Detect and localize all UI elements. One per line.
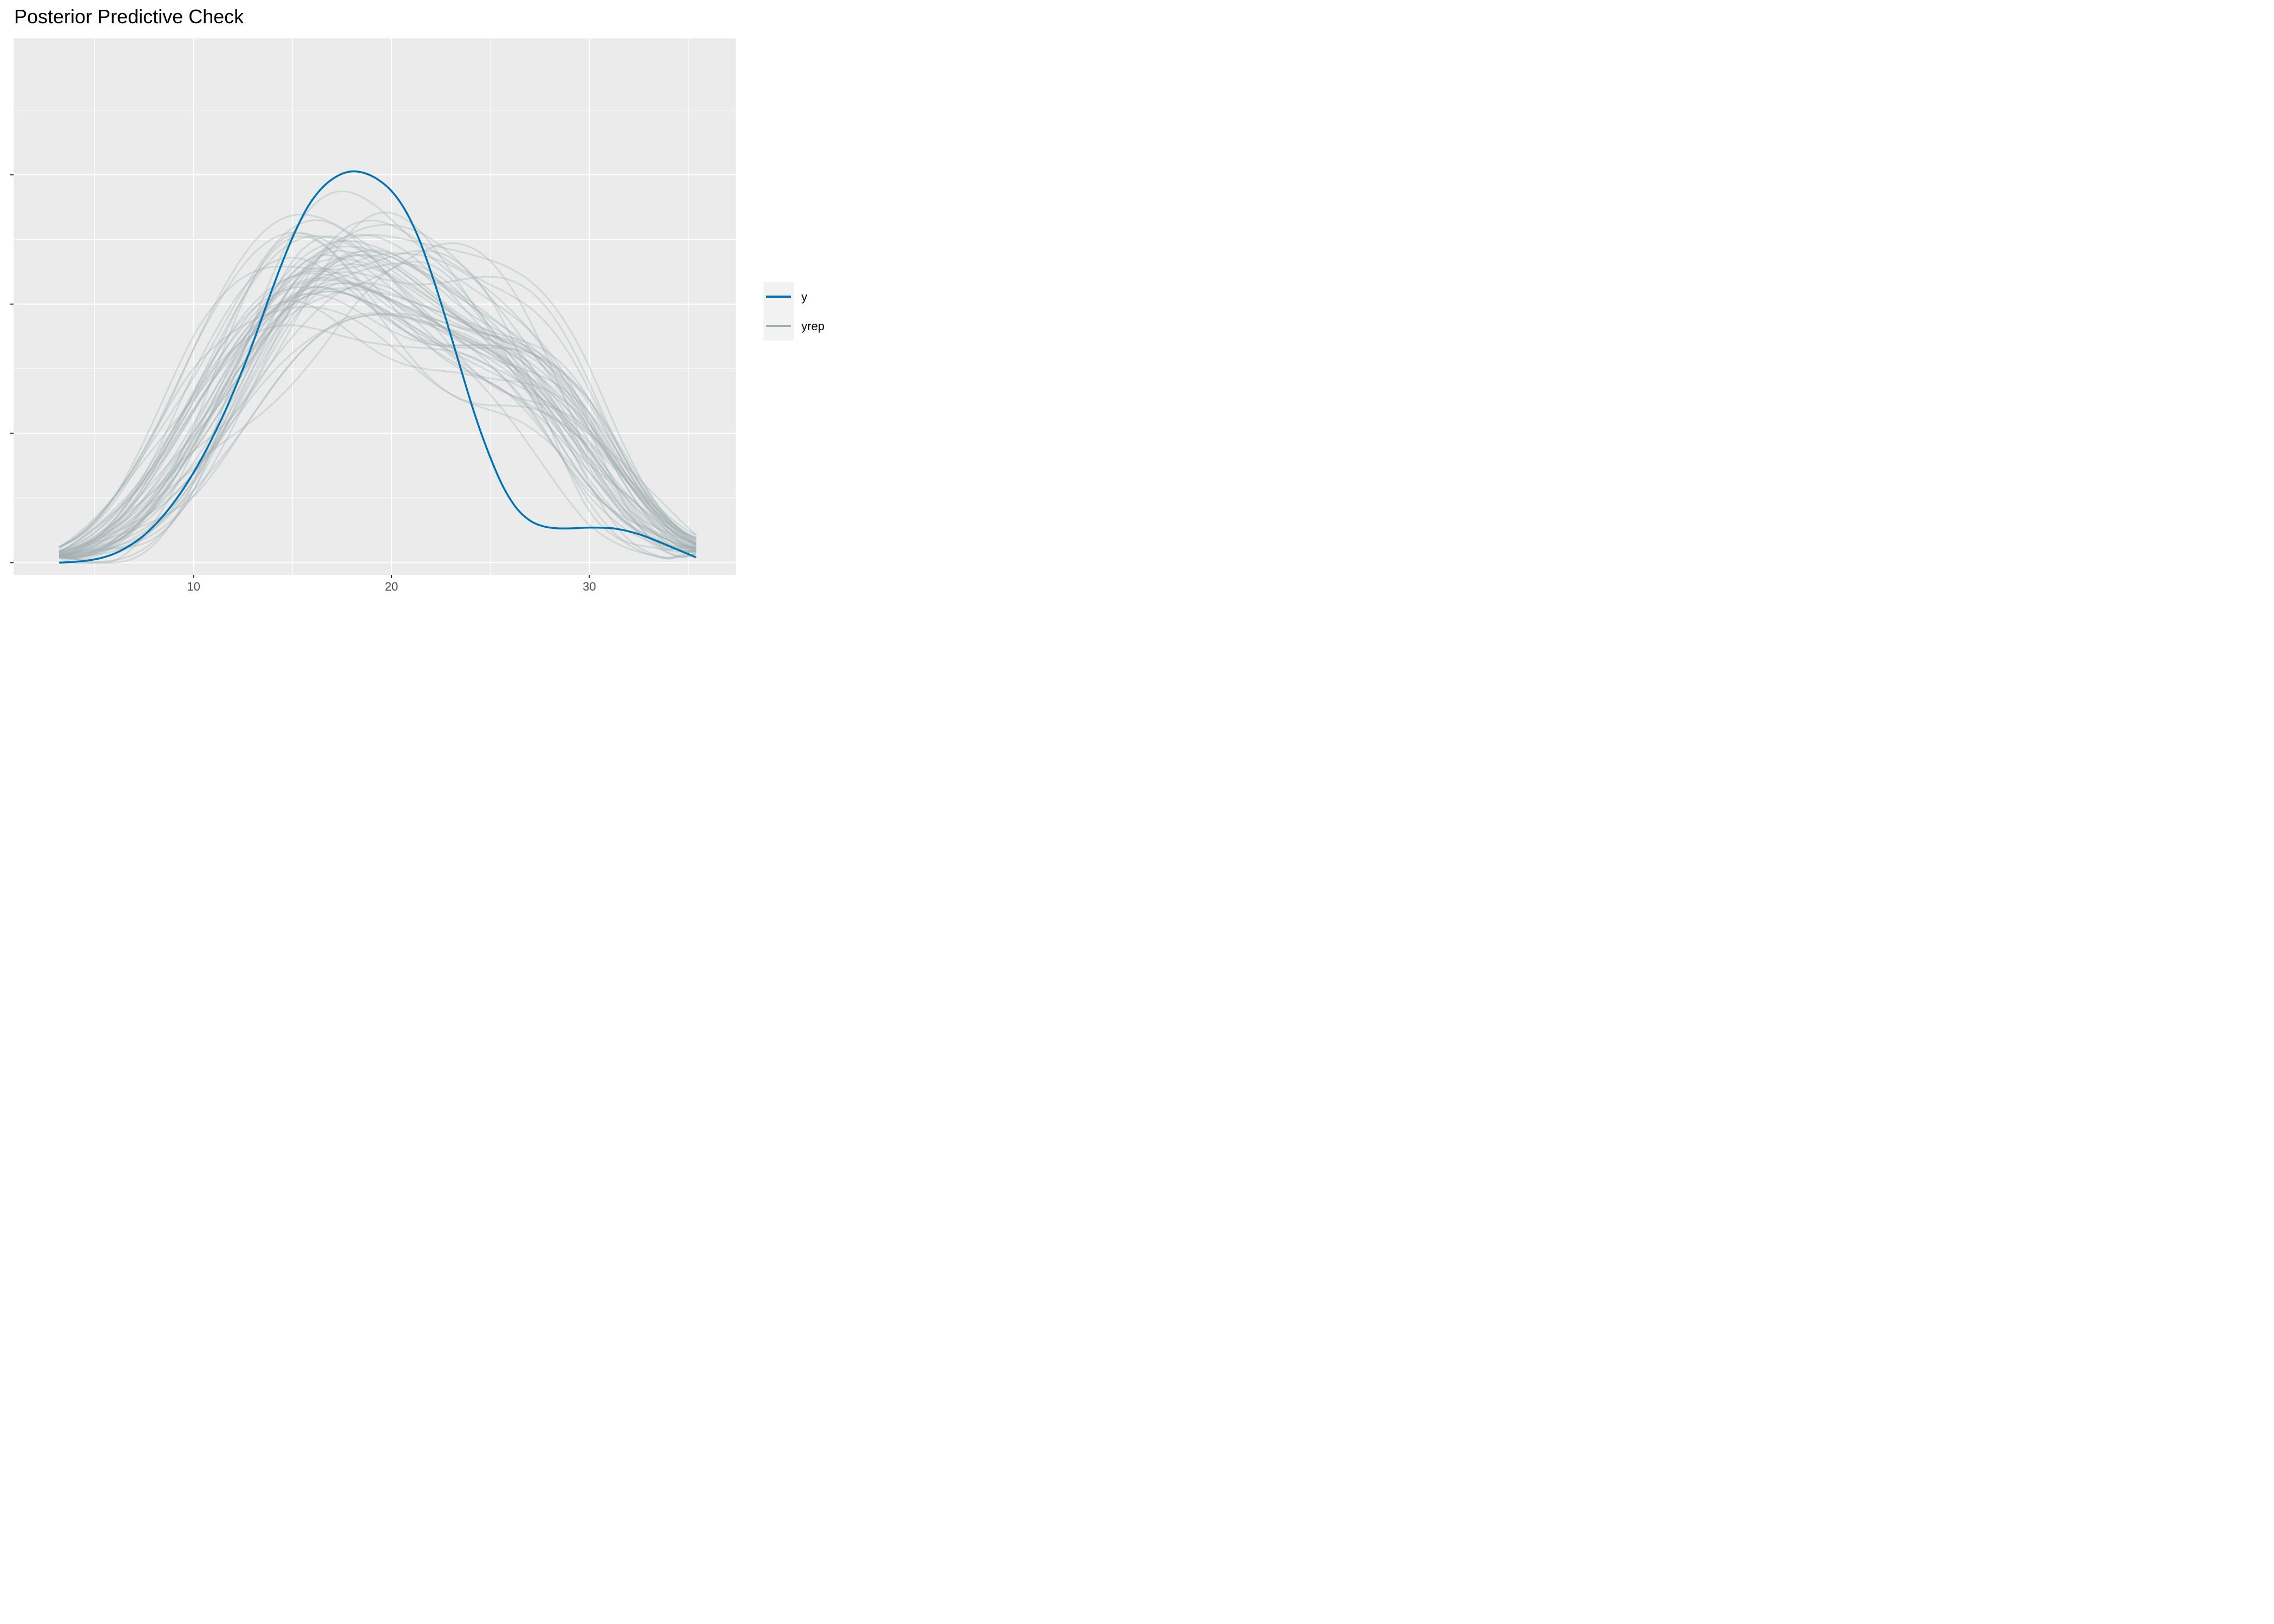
x-axis: 10 20 30 <box>187 575 596 593</box>
chart-title: Posterior Predictive Check <box>14 5 244 28</box>
yrep-draw-line <box>58 324 697 560</box>
yrep-draw-line <box>58 306 697 550</box>
plot-area: 10 20 30 y yrep <box>10 38 825 593</box>
x-tick-label: 10 <box>187 580 200 593</box>
yrep-draw-line <box>58 300 697 553</box>
y-line <box>59 170 697 564</box>
yrep-draw-line <box>58 235 697 556</box>
yrep-draw-line <box>58 263 696 553</box>
yrep-draw-line <box>58 279 696 554</box>
yrep-draw-line <box>58 250 696 551</box>
legend: y yrep <box>763 282 825 340</box>
yrep-draw-line <box>58 211 697 556</box>
yrep-draw-line <box>58 250 697 561</box>
yrep-draw-line <box>59 263 697 558</box>
yrep-draw-line <box>58 313 697 557</box>
yrep-draw-line <box>58 254 697 560</box>
yrep-draw-line <box>58 312 697 558</box>
yrep-draw-line <box>58 219 697 559</box>
minor-gridlines <box>14 38 736 575</box>
yrep-draw-line <box>58 270 696 553</box>
yrep-draw-line <box>58 190 697 564</box>
major-gridlines <box>14 38 736 575</box>
yrep-draw-line <box>58 286 697 559</box>
yrep-draw-line <box>58 260 697 558</box>
x-tick-label: 30 <box>583 580 596 593</box>
yrep-draw-line <box>58 219 697 556</box>
yrep-draw-line <box>58 231 696 551</box>
yrep-draw-line <box>58 234 697 563</box>
yrep-draw-line <box>58 240 697 559</box>
yrep-draw-line <box>59 250 697 557</box>
yrep-draw-line <box>58 235 697 554</box>
legend-key-background <box>763 282 794 340</box>
yrep-draw-line <box>59 253 697 558</box>
yrep-draw-line <box>58 291 697 564</box>
yrep-draw-line <box>58 232 697 554</box>
yrep-draw-line <box>58 242 697 556</box>
yrep-draw-line <box>59 245 697 558</box>
yrep-draw-line <box>58 224 697 559</box>
yrep-draw-line <box>58 235 697 553</box>
yrep-draw-line <box>58 249 697 558</box>
yrep-draw-line <box>59 267 697 559</box>
yrep-draw-line <box>58 290 697 558</box>
yrep-draw-line <box>58 287 696 553</box>
x-tick-label: 20 <box>385 580 398 593</box>
yrep-series-lines <box>58 190 697 564</box>
legend-label-yrep: yrep <box>801 319 825 333</box>
yrep-draw-line <box>58 257 697 554</box>
y-series-line <box>59 170 697 564</box>
yrep-draw-line <box>58 213 697 548</box>
yrep-draw-line <box>58 254 697 557</box>
yrep-draw-line <box>58 283 697 557</box>
yrep-draw-line <box>59 312 697 558</box>
yrep-draw-line <box>58 286 697 558</box>
yrep-draw-line <box>58 272 696 555</box>
yrep-draw-line <box>58 271 697 556</box>
yrep-draw-line <box>58 293 697 561</box>
yrep-draw-line <box>58 281 697 558</box>
legend-label-y: y <box>801 290 807 304</box>
yrep-draw-line <box>58 258 697 559</box>
yrep-draw-line <box>58 277 697 557</box>
plot-panel <box>14 38 736 575</box>
y-axis <box>10 174 14 564</box>
yrep-draw-line <box>58 234 697 556</box>
